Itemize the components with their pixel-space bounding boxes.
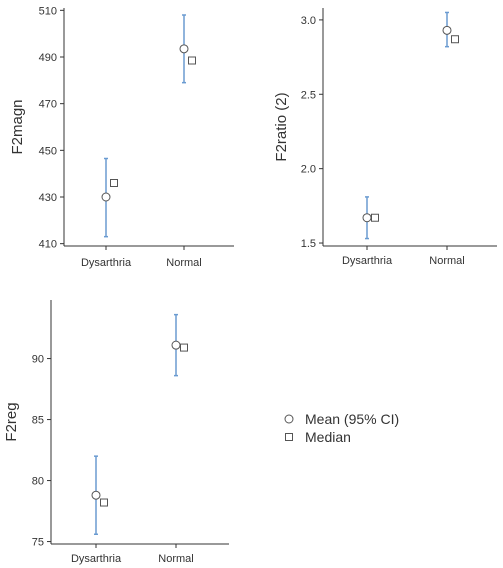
mean-point [171, 340, 181, 350]
panel-f2magn: 410 430 450 470 490 510 Dysarthria Normal F2magn [9, 5, 234, 269]
median-point [110, 179, 118, 187]
y-tick-label: 2.5 [301, 89, 316, 101]
y-tick-label: 3.0 [301, 15, 316, 27]
mean-point [101, 192, 111, 202]
y-tick-label: 1.5 [301, 238, 316, 250]
y-tick-label: 80 [32, 476, 44, 488]
y-tick-label: 450 [39, 145, 57, 157]
panel-f2ratio: 1.5 2.0 2.5 3.0 Dysarthria Normal F2ratio (2) [273, 8, 497, 267]
mean-point [91, 490, 101, 500]
y-tick-label: 2.0 [301, 164, 316, 176]
y-tick-label: 470 [39, 99, 57, 111]
y-tick-label: 490 [39, 52, 57, 64]
median-point [451, 35, 459, 44]
y-tick-label: 510 [39, 5, 57, 17]
legend: Mean (95% CI) Median [284, 411, 399, 445]
y-axis-title: F2reg [3, 402, 20, 441]
mean-point [442, 25, 452, 35]
y-tick-label: 75 [32, 537, 44, 549]
y-axis-title: F2ratio (2) [273, 92, 290, 161]
panel-f2reg: 75 80 85 90 Dysarthria Normal F2reg [3, 300, 229, 565]
x-tick-label: Normal [166, 257, 201, 269]
median-point [180, 343, 188, 352]
median-point [371, 213, 379, 222]
mean-point [179, 44, 189, 54]
x-tick-label: Dysarthria [342, 255, 393, 267]
legend-mean-label: Mean (95% CI) [305, 411, 399, 427]
y-axis-title: F2magn [9, 99, 26, 154]
y-tick-label: 430 [39, 192, 57, 204]
median-point [100, 498, 108, 507]
legend-median-label: Median [305, 429, 351, 445]
legend-median-marker [285, 433, 293, 441]
x-tick-label: Normal [429, 255, 464, 267]
x-tick-label: Dysarthria [71, 553, 122, 565]
mean-point [362, 213, 372, 223]
x-tick-label: Dysarthria [81, 257, 132, 269]
y-tick-label: 85 [32, 415, 44, 427]
x-tick-label: Normal [158, 553, 193, 565]
y-tick-label: 410 [39, 239, 57, 251]
legend-mean-marker [284, 414, 294, 424]
median-point [188, 56, 196, 65]
y-tick-label: 90 [32, 354, 44, 366]
